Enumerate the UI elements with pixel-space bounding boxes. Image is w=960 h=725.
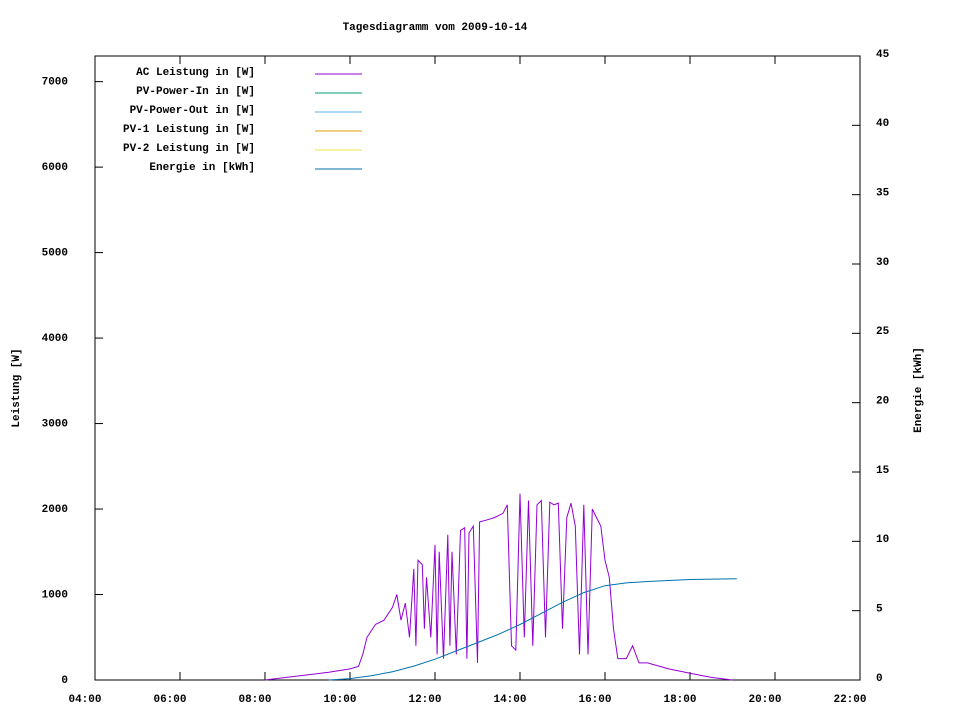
- plot-frame: [94, 55, 861, 681]
- y2-tick-label: 35: [876, 188, 890, 200]
- legend-label: PV-2 Leistung in [W]: [123, 143, 255, 155]
- x-tick-label: 18:00: [663, 694, 696, 706]
- x-tick-label: 14:00: [493, 694, 526, 706]
- y2-axis-title: Energie [kWh]: [913, 347, 925, 433]
- y2-tick-label: 30: [876, 257, 889, 269]
- data-line: [328, 578, 737, 681]
- y-tick-label: 6000: [42, 162, 68, 174]
- x-tick-label: 20:00: [748, 694, 781, 706]
- y2-tick-label: 15: [876, 465, 890, 477]
- x-tick-label: 12:00: [408, 694, 441, 706]
- y2-tick-label: 20: [876, 396, 889, 408]
- y-tick-label: 2000: [42, 504, 68, 516]
- chart-title: Tagesdiagramm vom 2009-10-14: [343, 22, 528, 34]
- x-tick-label: 04:00: [68, 694, 101, 706]
- y-tick-label: 4000: [42, 333, 68, 345]
- y-tick-label: 5000: [42, 248, 68, 260]
- x-tick-label: 22:00: [833, 694, 866, 706]
- y2-tick-label: 10: [876, 534, 889, 546]
- y-tick-label: 0: [61, 675, 68, 687]
- x-tick-label: 16:00: [578, 694, 611, 706]
- y-tick-label: 7000: [42, 77, 68, 89]
- legend-label: AC Leistung in [W]: [136, 67, 255, 79]
- y2-tick-label: 0: [876, 673, 883, 685]
- legend-label: PV-Power-Out in [W]: [130, 105, 255, 117]
- y2-tick-label: 5: [876, 604, 883, 616]
- data-line: [264, 493, 733, 681]
- legend-label: PV-1 Leistung in [W]: [123, 124, 255, 136]
- y-tick-label: 1000: [42, 589, 68, 601]
- legend-label: Energie in [kWh]: [149, 162, 255, 174]
- legend-label: PV-Power-In in [W]: [136, 86, 255, 98]
- x-tick-label: 06:00: [153, 694, 186, 706]
- y2-tick-label: 45: [876, 49, 890, 61]
- y2-tick-label: 40: [876, 118, 889, 130]
- x-tick-label: 08:00: [238, 694, 271, 706]
- y-tick-label: 3000: [42, 418, 68, 430]
- x-tick-label: 10:00: [323, 694, 356, 706]
- y2-tick-label: 25: [876, 326, 890, 338]
- y-axis-title: Leistung [W]: [11, 348, 23, 427]
